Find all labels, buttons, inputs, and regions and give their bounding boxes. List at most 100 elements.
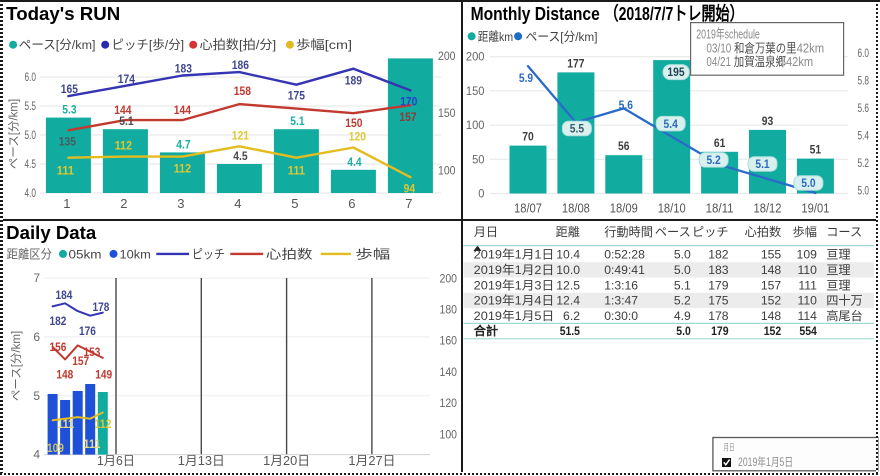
svg-text:月日: 月日 <box>724 443 735 453</box>
svg-text:5.0: 5.0 <box>674 263 691 277</box>
svg-text:156: 156 <box>50 340 67 354</box>
svg-text:ピッチ[歩/分]: ピッチ[歩/分] <box>112 37 185 52</box>
svg-text:4.0: 4.0 <box>25 186 37 200</box>
svg-text:100: 100 <box>438 163 456 177</box>
svg-text:4: 4 <box>234 196 241 211</box>
svg-text:2019年1月4日: 2019年1月4日 <box>474 294 555 308</box>
svg-text:150: 150 <box>438 106 456 120</box>
svg-text:5.8: 5.8 <box>858 74 870 88</box>
svg-text:18/08: 18/08 <box>562 201 590 216</box>
svg-text:109: 109 <box>797 248 818 262</box>
svg-text:ペース[分/km]: ペース[分/km] <box>526 30 598 44</box>
svg-text:6: 6 <box>33 330 40 344</box>
svg-text:5.1: 5.1 <box>755 157 770 171</box>
svg-text:5.0: 5.0 <box>25 128 37 142</box>
svg-text:121: 121 <box>232 128 249 142</box>
svg-text:5.2: 5.2 <box>706 153 721 167</box>
svg-text:144: 144 <box>114 103 131 117</box>
svg-text:ピッチ: ピッチ <box>192 247 225 261</box>
svg-text:03/10: 03/10 <box>706 42 731 56</box>
svg-text:心拍数: 心拍数 <box>745 224 782 239</box>
svg-text:5.9: 5.9 <box>519 71 534 85</box>
svg-text:2019年1月5日: 2019年1月5日 <box>738 455 793 469</box>
svg-text:5.4: 5.4 <box>664 117 679 131</box>
svg-text:42km: 42km <box>797 42 825 56</box>
svg-text:5.1: 5.1 <box>119 114 134 128</box>
svg-text:4.4: 4.4 <box>347 155 362 169</box>
svg-text:亘理: 亘理 <box>826 278 850 292</box>
svg-text:150: 150 <box>466 84 485 98</box>
svg-text:ペース[分/km]: ペース[分/km] <box>8 99 21 169</box>
svg-text:6: 6 <box>348 196 355 211</box>
svg-text:182: 182 <box>708 248 729 262</box>
svg-text:0:30:0: 0:30:0 <box>604 309 638 323</box>
svg-text:183: 183 <box>708 263 729 277</box>
svg-text:160: 160 <box>440 334 458 348</box>
svg-text:1月6日: 1月6日 <box>97 454 135 468</box>
svg-text:四十万: 四十万 <box>826 294 863 308</box>
svg-text:5.1: 5.1 <box>290 114 305 128</box>
svg-text:112: 112 <box>115 139 132 153</box>
svg-text:2019年1月5日: 2019年1月5日 <box>474 309 555 323</box>
svg-text:175: 175 <box>288 89 305 103</box>
svg-text:112: 112 <box>174 162 191 176</box>
svg-text:12.4: 12.4 <box>556 294 580 308</box>
svg-text:177: 177 <box>567 56 584 70</box>
svg-text:175: 175 <box>708 294 729 308</box>
svg-text:5.6: 5.6 <box>619 98 634 112</box>
svg-text:5.2: 5.2 <box>858 156 870 170</box>
svg-text:5.4: 5.4 <box>858 129 870 143</box>
svg-text:94: 94 <box>404 181 416 195</box>
svg-text:111: 111 <box>84 437 101 451</box>
svg-text:51: 51 <box>810 143 822 157</box>
svg-text:189: 189 <box>345 74 362 88</box>
svg-text:18/07: 18/07 <box>514 201 542 216</box>
svg-text:152: 152 <box>764 324 782 338</box>
svg-text:2019年schedule: 2019年schedule <box>696 27 760 42</box>
svg-text:135: 135 <box>59 134 76 148</box>
svg-text:3: 3 <box>177 196 184 211</box>
svg-text:0:49:41: 0:49:41 <box>604 263 645 277</box>
svg-text:ペース[分/km]: ペース[分/km] <box>10 331 23 401</box>
svg-text:ペース[分/km]: ペース[分/km] <box>19 38 96 52</box>
svg-text:5.0: 5.0 <box>674 248 691 262</box>
svg-text:コース: コース <box>826 225 862 239</box>
svg-text:18/09: 18/09 <box>610 201 638 216</box>
svg-text:178: 178 <box>708 309 729 323</box>
svg-text:110: 110 <box>797 294 817 308</box>
svg-text:170: 170 <box>400 94 417 108</box>
svg-text:184: 184 <box>56 288 73 302</box>
svg-text:亘理: 亘理 <box>826 263 850 277</box>
svg-text:5.3: 5.3 <box>62 103 77 117</box>
svg-text:距離: 距離 <box>556 225 580 239</box>
svg-text:4.7: 4.7 <box>176 137 191 151</box>
svg-text:158: 158 <box>234 84 251 98</box>
svg-text:157: 157 <box>399 110 416 124</box>
svg-text:148: 148 <box>761 309 782 323</box>
svg-text:111: 111 <box>57 164 74 178</box>
svg-text:歩幅: 歩幅 <box>793 224 817 239</box>
svg-text:6.0: 6.0 <box>25 70 37 84</box>
svg-text:110: 110 <box>797 263 817 277</box>
svg-text:100: 100 <box>440 427 458 441</box>
svg-text:109: 109 <box>47 441 64 455</box>
svg-text:4.5: 4.5 <box>233 149 248 163</box>
svg-text:144: 144 <box>174 103 191 117</box>
svg-text:50: 50 <box>472 152 485 166</box>
svg-text:61: 61 <box>714 136 726 150</box>
svg-text:7: 7 <box>33 271 40 285</box>
svg-text:1月27日: 1月27日 <box>348 454 395 468</box>
svg-text:7: 7 <box>405 196 412 211</box>
svg-text:148: 148 <box>56 368 73 382</box>
svg-text:5.2: 5.2 <box>674 294 691 308</box>
svg-text:距離区分: 距離区分 <box>7 247 52 261</box>
svg-text:5.0: 5.0 <box>676 324 691 338</box>
svg-text:5.0: 5.0 <box>801 176 816 190</box>
svg-text:5.5: 5.5 <box>25 99 37 113</box>
svg-text:5.5: 5.5 <box>570 122 585 136</box>
svg-text:2: 2 <box>120 196 127 211</box>
svg-text:Daily Data: Daily Data <box>6 222 97 243</box>
svg-text:195: 195 <box>667 65 684 79</box>
svg-text:51.5: 51.5 <box>560 324 580 338</box>
svg-text:合計: 合計 <box>474 323 498 338</box>
